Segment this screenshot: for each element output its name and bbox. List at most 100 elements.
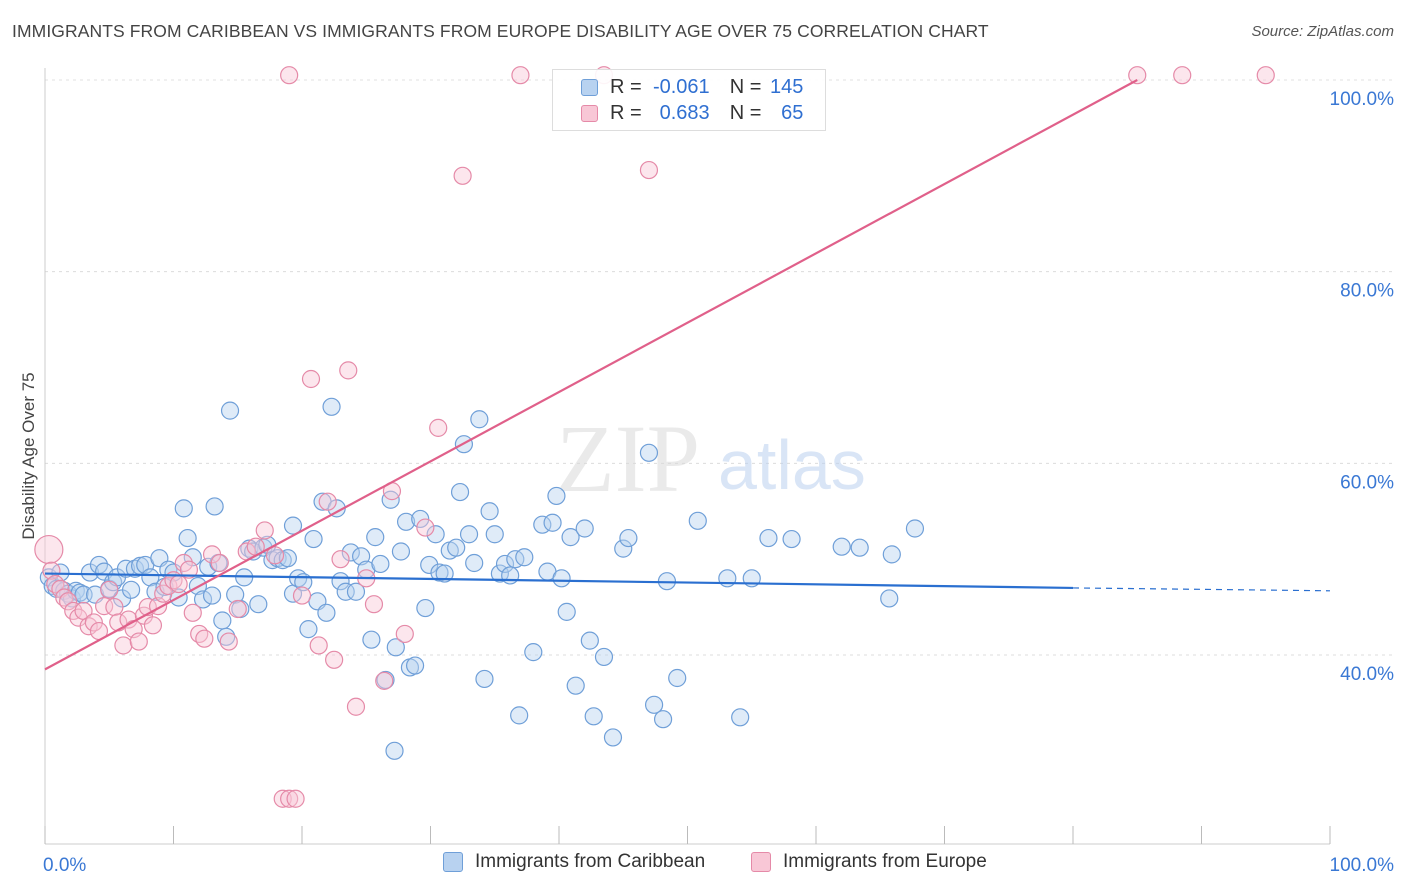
series-europe — [34, 66, 1275, 808]
caribbean-point — [317, 603, 336, 622]
europe-point — [339, 361, 358, 380]
caribbean-point — [249, 595, 268, 614]
legend-n-label: N = — [729, 75, 762, 98]
europe-point — [195, 629, 214, 648]
caribbean-point — [193, 590, 213, 609]
caribbean-point — [547, 486, 566, 506]
legend-r-label: R = — [610, 101, 642, 124]
europe-point — [114, 636, 133, 655]
caribbean-point — [575, 519, 594, 538]
source-label: Source: ZipAtlas.com — [1251, 23, 1394, 40]
trend-lines — [44, 79, 1331, 671]
europe-point — [280, 66, 299, 85]
caribbean-point — [217, 627, 236, 646]
europe-point — [273, 789, 292, 808]
caribbean-point — [561, 528, 580, 547]
europe-point — [416, 518, 435, 537]
caribbean-point — [566, 676, 585, 695]
europe-point — [169, 574, 188, 594]
caribbean-point — [371, 554, 390, 574]
legend-item-caribbean[interactable]: Immigrants from Caribbean — [443, 851, 705, 873]
legend-swatch-europe — [751, 852, 771, 872]
europe-point — [59, 592, 78, 611]
caribbean-point — [506, 550, 525, 569]
europe-point — [395, 624, 414, 644]
caribbean-point — [882, 545, 901, 564]
legend-n-value: 145 — [770, 75, 804, 98]
caribbean-point — [475, 669, 494, 689]
caribbean-point — [515, 548, 534, 567]
y-tick-label: 60.0% — [1340, 472, 1394, 493]
caribbean-point — [304, 529, 323, 549]
europe-point — [429, 418, 448, 437]
caribbean-point — [416, 598, 435, 618]
y-tick-label: 100.0% — [1330, 89, 1395, 110]
caribbean-point — [688, 511, 707, 530]
europe-point — [1256, 66, 1275, 85]
caribbean-point — [459, 525, 479, 544]
caribbean-point — [174, 499, 193, 518]
caribbean-point — [141, 568, 160, 587]
caribbean-point — [430, 563, 449, 582]
caribbean-point — [759, 528, 778, 548]
legend-n-label: N = — [729, 101, 762, 124]
caribbean-point — [159, 560, 178, 579]
europe-point — [325, 650, 344, 669]
caribbean-point — [832, 537, 851, 556]
europe-point — [511, 66, 530, 85]
europe-point — [318, 492, 337, 511]
caribbean-point — [366, 528, 385, 547]
caribbean-point — [653, 710, 673, 729]
europe-point — [265, 546, 285, 565]
legend-r-value: -0.061 — [652, 75, 710, 98]
caribbean-point — [376, 670, 395, 690]
europe-point — [105, 597, 124, 617]
europe-point — [364, 595, 384, 614]
caribbean-point — [594, 647, 614, 667]
caribbean-point — [341, 543, 360, 562]
caribbean-point — [213, 611, 232, 630]
caribbean-point — [557, 602, 576, 621]
caribbean-point — [299, 620, 318, 639]
caribbean-point — [205, 497, 224, 516]
caribbean-point — [336, 582, 355, 601]
europe-point — [453, 166, 472, 185]
caribbean-point — [352, 547, 371, 566]
europe-point — [280, 789, 299, 808]
x-tick-label-max: 100.0% — [1330, 855, 1395, 876]
caribbean-point — [447, 538, 466, 557]
caribbean-point — [668, 668, 687, 688]
legend-label-caribbean: Immigrants from Caribbean — [475, 851, 706, 872]
x-ticks — [44, 826, 1331, 844]
legend-swatch-caribbean — [443, 852, 463, 872]
caribbean-trend-extension — [1072, 587, 1331, 592]
caribbean-point — [880, 589, 899, 608]
legend-r-value: 0.683 — [659, 101, 710, 124]
y-axis-label: Disability Age Over 75 — [19, 372, 38, 539]
series-legend: Immigrants from Caribbean Immigrants fro… — [0, 851, 1406, 879]
caribbean-point — [202, 586, 222, 605]
caribbean-point — [178, 528, 197, 548]
legend-row-caribbean: R = -0.061 N = 145 — [553, 74, 803, 100]
caribbean-point — [850, 538, 869, 557]
europe-point — [228, 599, 247, 619]
y-tick-label: 80.0% — [1340, 281, 1394, 302]
caribbean-point — [543, 513, 562, 532]
legend-item-europe[interactable]: Immigrants from Europe — [751, 851, 987, 873]
caribbean-point — [396, 512, 416, 531]
caribbean-point — [322, 397, 341, 416]
watermark: ZIP atlas — [556, 405, 866, 512]
europe-point — [286, 789, 305, 808]
caribbean-point — [283, 516, 303, 535]
legend-swatch-caribbean — [581, 78, 598, 96]
watermark-atlas: atlas — [718, 426, 866, 504]
caribbean-point — [391, 542, 411, 561]
caribbean-point — [346, 582, 366, 601]
caribbean-point — [510, 706, 529, 725]
europe-point — [210, 553, 229, 573]
europe-trend-line — [44, 79, 1138, 671]
europe-point — [179, 560, 199, 579]
europe-point — [346, 697, 366, 716]
europe-point — [219, 632, 238, 651]
